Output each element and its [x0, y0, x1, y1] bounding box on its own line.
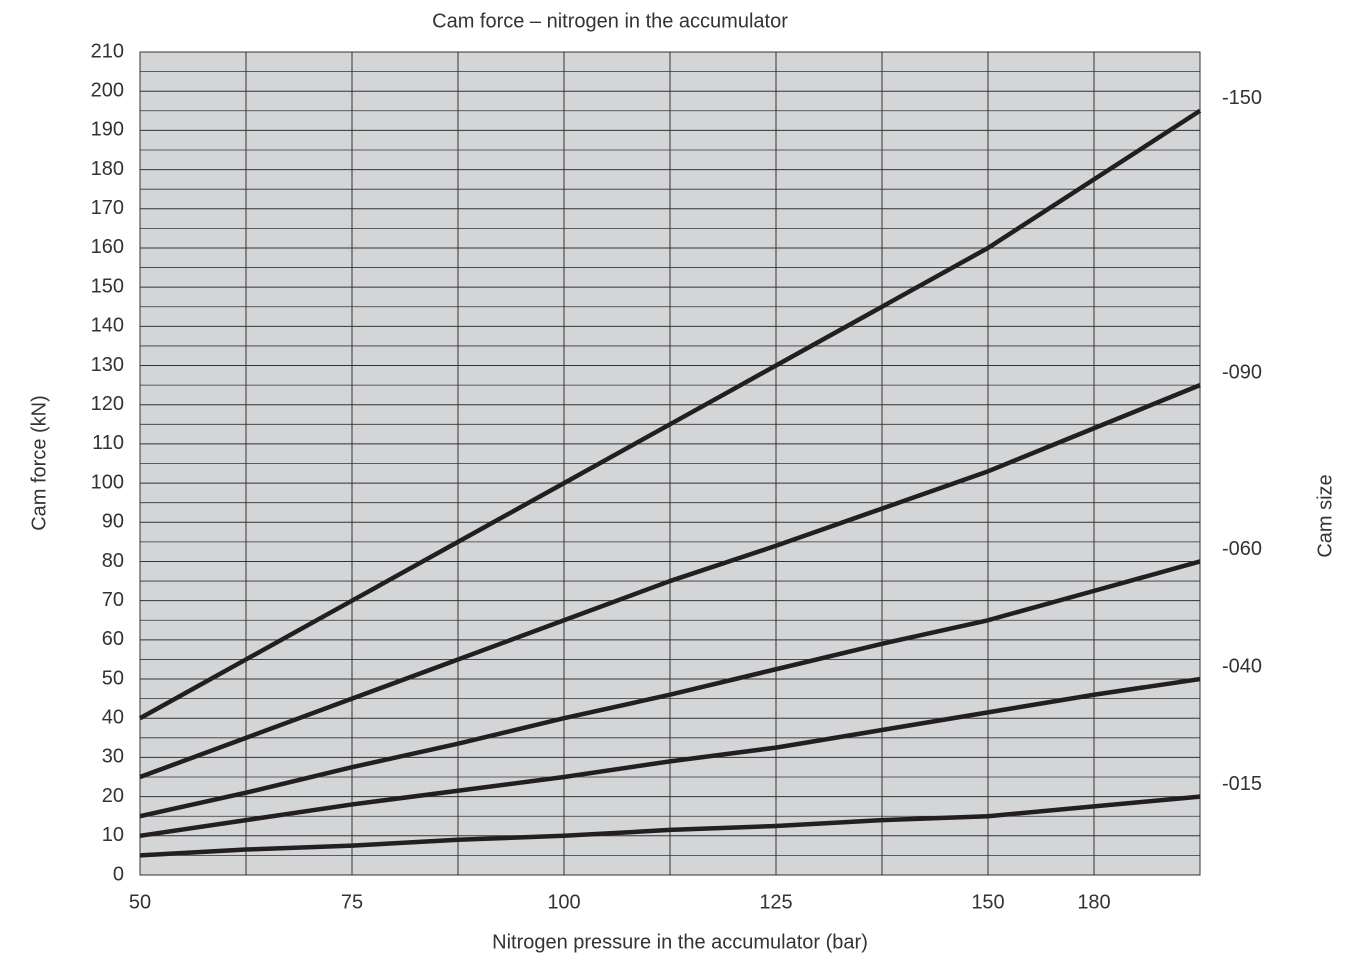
y-tick-label: 140 [91, 315, 124, 337]
y-tick-label: 170 [91, 197, 124, 219]
x-tick-label: 50 [129, 891, 151, 913]
y-tick-label: 210 [91, 40, 124, 62]
series-label: -040 [1222, 655, 1262, 677]
series-line [139, 383, 1201, 780]
series-label: -015 [1222, 773, 1262, 795]
y-tick-label: 60 [102, 628, 124, 650]
series-label: -060 [1222, 538, 1262, 560]
y-tick-label: 70 [102, 589, 124, 611]
y-axis-label: Cam force (kN) [28, 395, 50, 531]
chart-title: Cam force – nitrogen in the accumulator [432, 10, 788, 32]
y-tick-label: 50 [102, 667, 124, 689]
y-tick-label: 180 [91, 158, 124, 180]
y2-axis-label: Cam size [1314, 474, 1336, 557]
series-label: -090 [1222, 361, 1262, 383]
x-tick-label: 150 [971, 891, 1004, 913]
series-line [138, 108, 1202, 721]
series-line [139, 676, 1201, 839]
series-label: -150 [1222, 87, 1262, 109]
x-tick-label: 100 [547, 891, 580, 913]
y-tick-label: 40 [102, 707, 124, 729]
y-tick-label: 30 [102, 746, 124, 768]
plot-border [139, 51, 1201, 876]
y-tick-label: 110 [92, 432, 124, 454]
y-tick-label: 100 [91, 471, 124, 493]
y-tick-label: 150 [91, 275, 124, 297]
y-tick-label: 120 [91, 393, 124, 415]
x-axis-label: Nitrogen pressure in the accumulator (ba… [492, 931, 868, 953]
y-tick-label: 90 [102, 511, 124, 533]
y-tick-label: 160 [91, 236, 124, 258]
x-tick-label: 180 [1077, 891, 1110, 913]
x-tick-label: 125 [759, 891, 792, 913]
y-tick-label: 130 [91, 354, 124, 376]
y-tick-label: 20 [102, 785, 124, 807]
series-line [139, 794, 1201, 858]
y-tick-label: 80 [102, 550, 124, 572]
y-tick-label: 10 [102, 824, 124, 846]
y-tick-label: 0 [113, 863, 124, 885]
x-tick-label: 75 [341, 891, 363, 913]
series-line [139, 559, 1201, 819]
y-tick-label: 190 [91, 119, 124, 141]
y-tick-label: 200 [91, 79, 124, 101]
